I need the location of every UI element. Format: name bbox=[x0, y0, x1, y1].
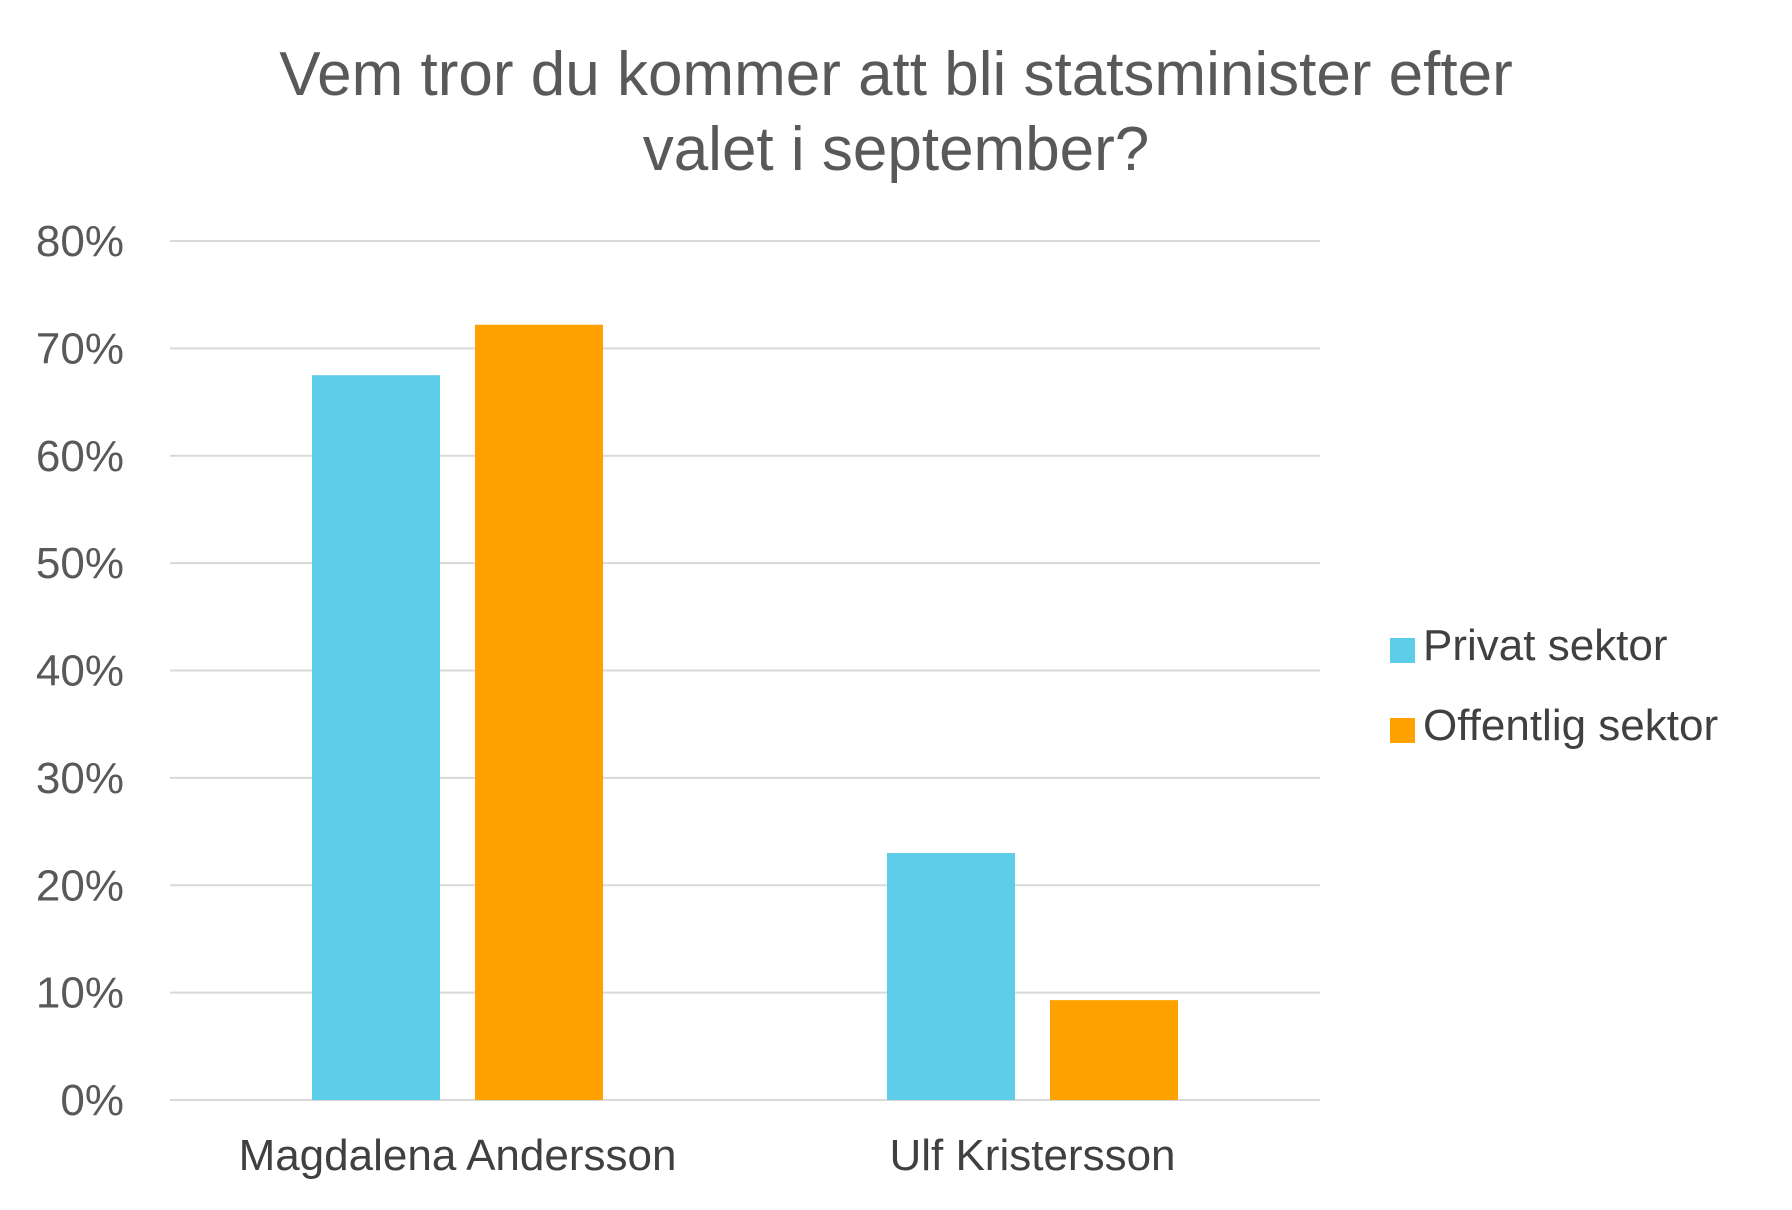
y-tick-label: 60% bbox=[36, 432, 124, 481]
y-tick-label: 30% bbox=[36, 754, 124, 803]
legend-label: Offentlig sektor bbox=[1423, 701, 1718, 750]
chart-title: Vem tror du kommer att bli statsminister… bbox=[279, 40, 1513, 184]
y-tick-label: 80% bbox=[36, 217, 124, 266]
bar bbox=[1050, 1000, 1178, 1100]
y-axis: 0% 10% 20% 30% 40% 50% 60% 70% 80% bbox=[36, 217, 124, 1125]
bar bbox=[475, 324, 603, 1100]
x-axis: Magdalena Andersson Ulf Kristersson bbox=[239, 1131, 1176, 1180]
chart-title-line-1: Vem tror du kommer att bli statsminister… bbox=[279, 40, 1513, 109]
legend-label: Privat sektor bbox=[1423, 621, 1668, 670]
bars bbox=[312, 324, 1178, 1100]
y-tick-label: 0% bbox=[60, 1076, 124, 1125]
legend: Privat sektor Offentlig sektor bbox=[1390, 621, 1718, 750]
y-tick-label: 70% bbox=[36, 324, 124, 373]
y-tick-label: 50% bbox=[36, 539, 124, 588]
bar bbox=[312, 375, 440, 1100]
y-tick-label: 20% bbox=[36, 861, 124, 910]
y-tick-label: 40% bbox=[36, 647, 124, 696]
chart-title-line-2: valet i september? bbox=[643, 115, 1150, 184]
y-tick-label: 10% bbox=[36, 969, 124, 1018]
x-category-label: Magdalena Andersson bbox=[239, 1131, 677, 1180]
x-category-label: Ulf Kristersson bbox=[889, 1131, 1175, 1180]
legend-swatch bbox=[1390, 718, 1415, 743]
bar bbox=[887, 853, 1015, 1100]
legend-swatch bbox=[1390, 638, 1415, 663]
